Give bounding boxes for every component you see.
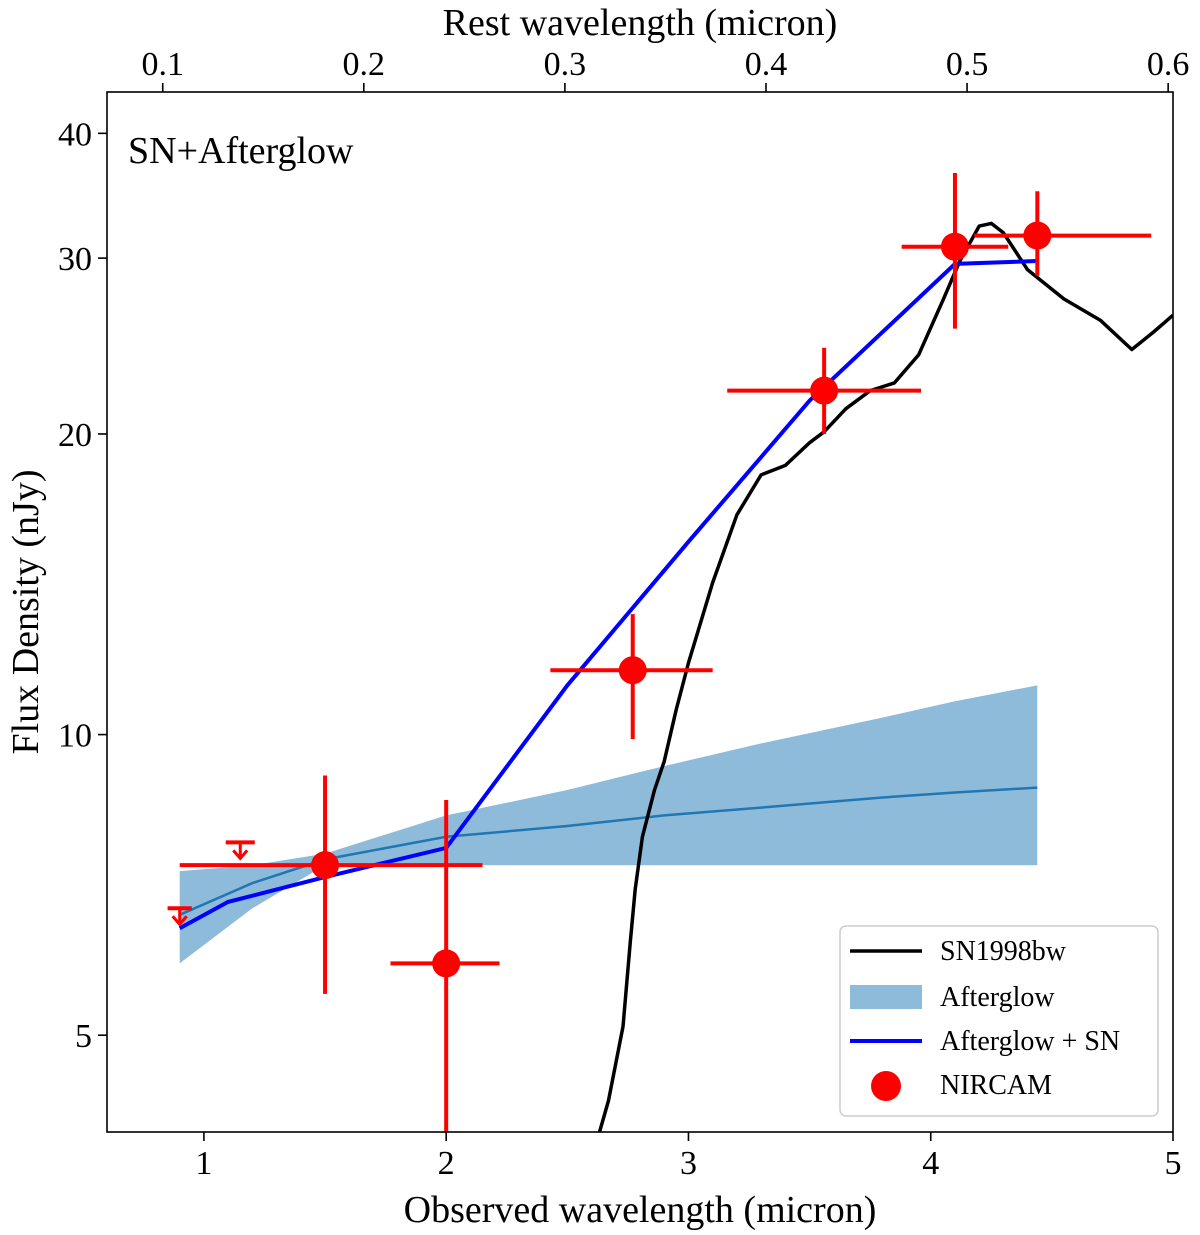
y-tick-label-4: 40	[58, 116, 92, 153]
legend-label-afterglow: Afterglow	[940, 982, 1055, 1013]
legend-swatch-nircam	[871, 1071, 901, 1101]
legend-label-nircam: NIRCAM	[940, 1070, 1052, 1101]
upper-limit-arrow-0	[171, 915, 188, 927]
x-tick-label-0: 1	[195, 1145, 212, 1182]
legend: SN1998bw Afterglow Afterglow + SN NIRCAM	[839, 925, 1159, 1117]
x-tick-label-4: 5	[1165, 1145, 1182, 1182]
top-tick-label-5: 0.6	[1147, 46, 1190, 83]
left-axis-ticks: 5 10 20 30 40	[58, 116, 107, 1055]
data-layer	[167, 173, 1173, 1132]
top-axis-ticks: 0.1 0.2 0.3 0.4 0.5 0.6	[141, 46, 1189, 92]
top-tick-label-3: 0.4	[745, 46, 788, 83]
afterglow-median-line	[179, 786, 1038, 916]
y-tick-label-3: 30	[58, 241, 92, 278]
top-tick-label-1: 0.2	[343, 46, 386, 83]
y-tick-label-2: 20	[58, 417, 92, 454]
legend-swatch-afterglow	[850, 985, 922, 1009]
x-tick-label-3: 4	[922, 1145, 939, 1182]
top-tick-label-0: 0.1	[141, 46, 184, 83]
nircam-markers	[311, 221, 1052, 978]
afterglow-plus-sn-line	[178, 259, 1038, 930]
upper-limit-arrow-1	[232, 849, 249, 861]
nircam-point-5	[1023, 221, 1052, 250]
top-axis-label: Rest wavelength (micron)	[443, 2, 838, 44]
nircam-point-3	[810, 376, 839, 405]
top-tick-label-2: 0.3	[544, 46, 587, 83]
nircam-point-1	[432, 949, 461, 978]
y-axis-label: Flux Density (nJy)	[5, 470, 47, 755]
nircam-point-0	[311, 851, 340, 880]
y-tick-label-1: 10	[58, 718, 92, 755]
legend-label-afterglow-plus-sn: Afterglow + SN	[940, 1026, 1120, 1057]
afterglow-band	[179, 685, 1038, 964]
legend-frame	[839, 925, 1159, 1117]
bottom-axis-ticks: 1 2 3 4 5	[195, 1132, 1182, 1182]
nircam-point-4	[940, 232, 969, 261]
nircam-point-2	[618, 656, 647, 685]
y-tick-label-0: 5	[75, 1018, 92, 1055]
legend-label-sn1998bw: SN1998bw	[940, 936, 1067, 967]
top-tick-label-4: 0.5	[946, 46, 989, 83]
nircam-upper-limits	[167, 840, 255, 927]
x-tick-label-1: 2	[438, 1145, 455, 1182]
panel-annotation: SN+Afterglow	[128, 130, 354, 172]
x-axis-label: Observed wavelength (micron)	[404, 1189, 877, 1231]
plot-frame	[106, 91, 1174, 1133]
x-tick-label-2: 3	[680, 1145, 697, 1182]
